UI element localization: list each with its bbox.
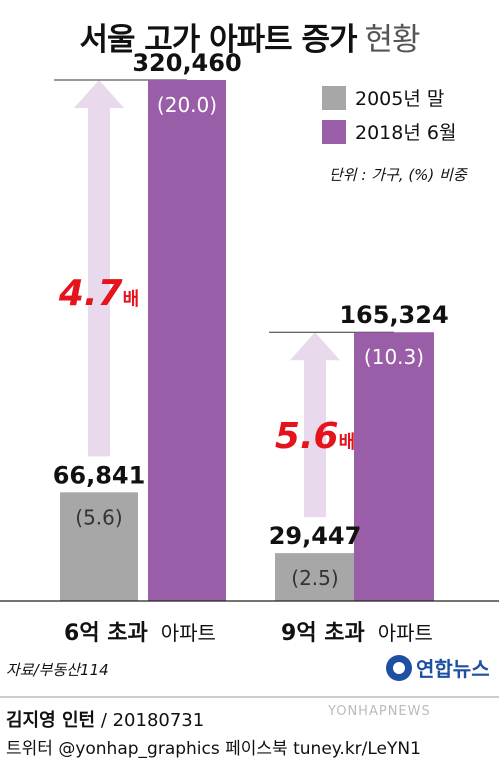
yonhap-logo-text: 연합뉴스	[416, 657, 490, 681]
legend-swatch-2005	[322, 86, 346, 110]
yonhap-logo: 연합뉴스	[386, 655, 490, 681]
author-credit: 김지영 인턴 / 20180731	[6, 706, 204, 732]
title-suffix: 현황	[364, 21, 421, 58]
source-note: 자료/부동산114	[6, 661, 109, 679]
growth-ratio-number-6: 4.7	[58, 273, 123, 314]
bar-2005-6	[60, 492, 138, 601]
category-label-9: 9억 초과 아파트	[281, 621, 433, 646]
credit-date: / 20180731	[100, 710, 205, 731]
watermark: YONHAPNEWS	[328, 704, 431, 719]
share-label-2018-6: (20.0)	[157, 93, 217, 117]
category-label-6-normal: 아파트	[161, 621, 216, 645]
bar-2005-9	[275, 553, 355, 601]
growth-arrow-9	[290, 332, 340, 518]
bars-layer: 66,841320,460(5.6)(20.0)4.7배29,447165,32…	[0, 49, 499, 602]
legend: 2005년 말 2018년 6월 단위 : 가구, (%) 비중	[322, 86, 468, 184]
legend-label-2018: 2018년 6월	[355, 122, 456, 144]
value-label-2005-9: 29,447	[269, 522, 362, 550]
bar-2018-9	[354, 332, 434, 601]
value-label-2005-6: 66,841	[53, 461, 146, 489]
share-label-2005-9: (2.5)	[291, 566, 338, 590]
yonhap-logo-mark-inner	[393, 662, 405, 674]
growth-ratio-6: 4.7배	[58, 273, 139, 314]
legend-swatch-2018	[322, 120, 346, 144]
growth-arrow-6	[74, 80, 124, 457]
category-label-6-bold: 6억 초과	[64, 621, 148, 646]
growth-ratio-number-9: 5.6	[275, 416, 339, 457]
share-label-2018-9: (10.3)	[364, 345, 424, 369]
value-label-2018-6: 320,460	[132, 49, 241, 77]
bar-2018-6	[148, 80, 226, 601]
value-label-2018-9: 165,324	[339, 301, 448, 329]
legend-label-2005: 2005년 말	[355, 88, 444, 110]
category-label-9-normal: 아파트	[378, 621, 433, 645]
growth-ratio-9: 5.6배	[275, 416, 355, 457]
category-label-6: 6억 초과 아파트	[64, 621, 216, 646]
title-main: 서울 고가 아파트 증가	[79, 21, 357, 58]
share-label-2005-6: (5.6)	[75, 505, 122, 529]
category-label-9-bold: 9억 초과	[281, 621, 365, 646]
chart-title: 서울 고가 아파트 증가 현황	[0, 0, 499, 72]
category-labels: 6억 초과 아파트 9억 초과 아파트	[64, 621, 433, 646]
author-name: 김지영 인턴	[6, 710, 96, 731]
growth-ratio-unit-9: 배	[339, 432, 356, 453]
growth-ratio-unit-6: 배	[123, 289, 140, 310]
social-links: 트위터 @yonhap_graphics 페이스북 tuney.kr/LeYN1	[6, 739, 421, 759]
unit-note: 단위 : 가구, (%) 비중	[329, 166, 468, 184]
